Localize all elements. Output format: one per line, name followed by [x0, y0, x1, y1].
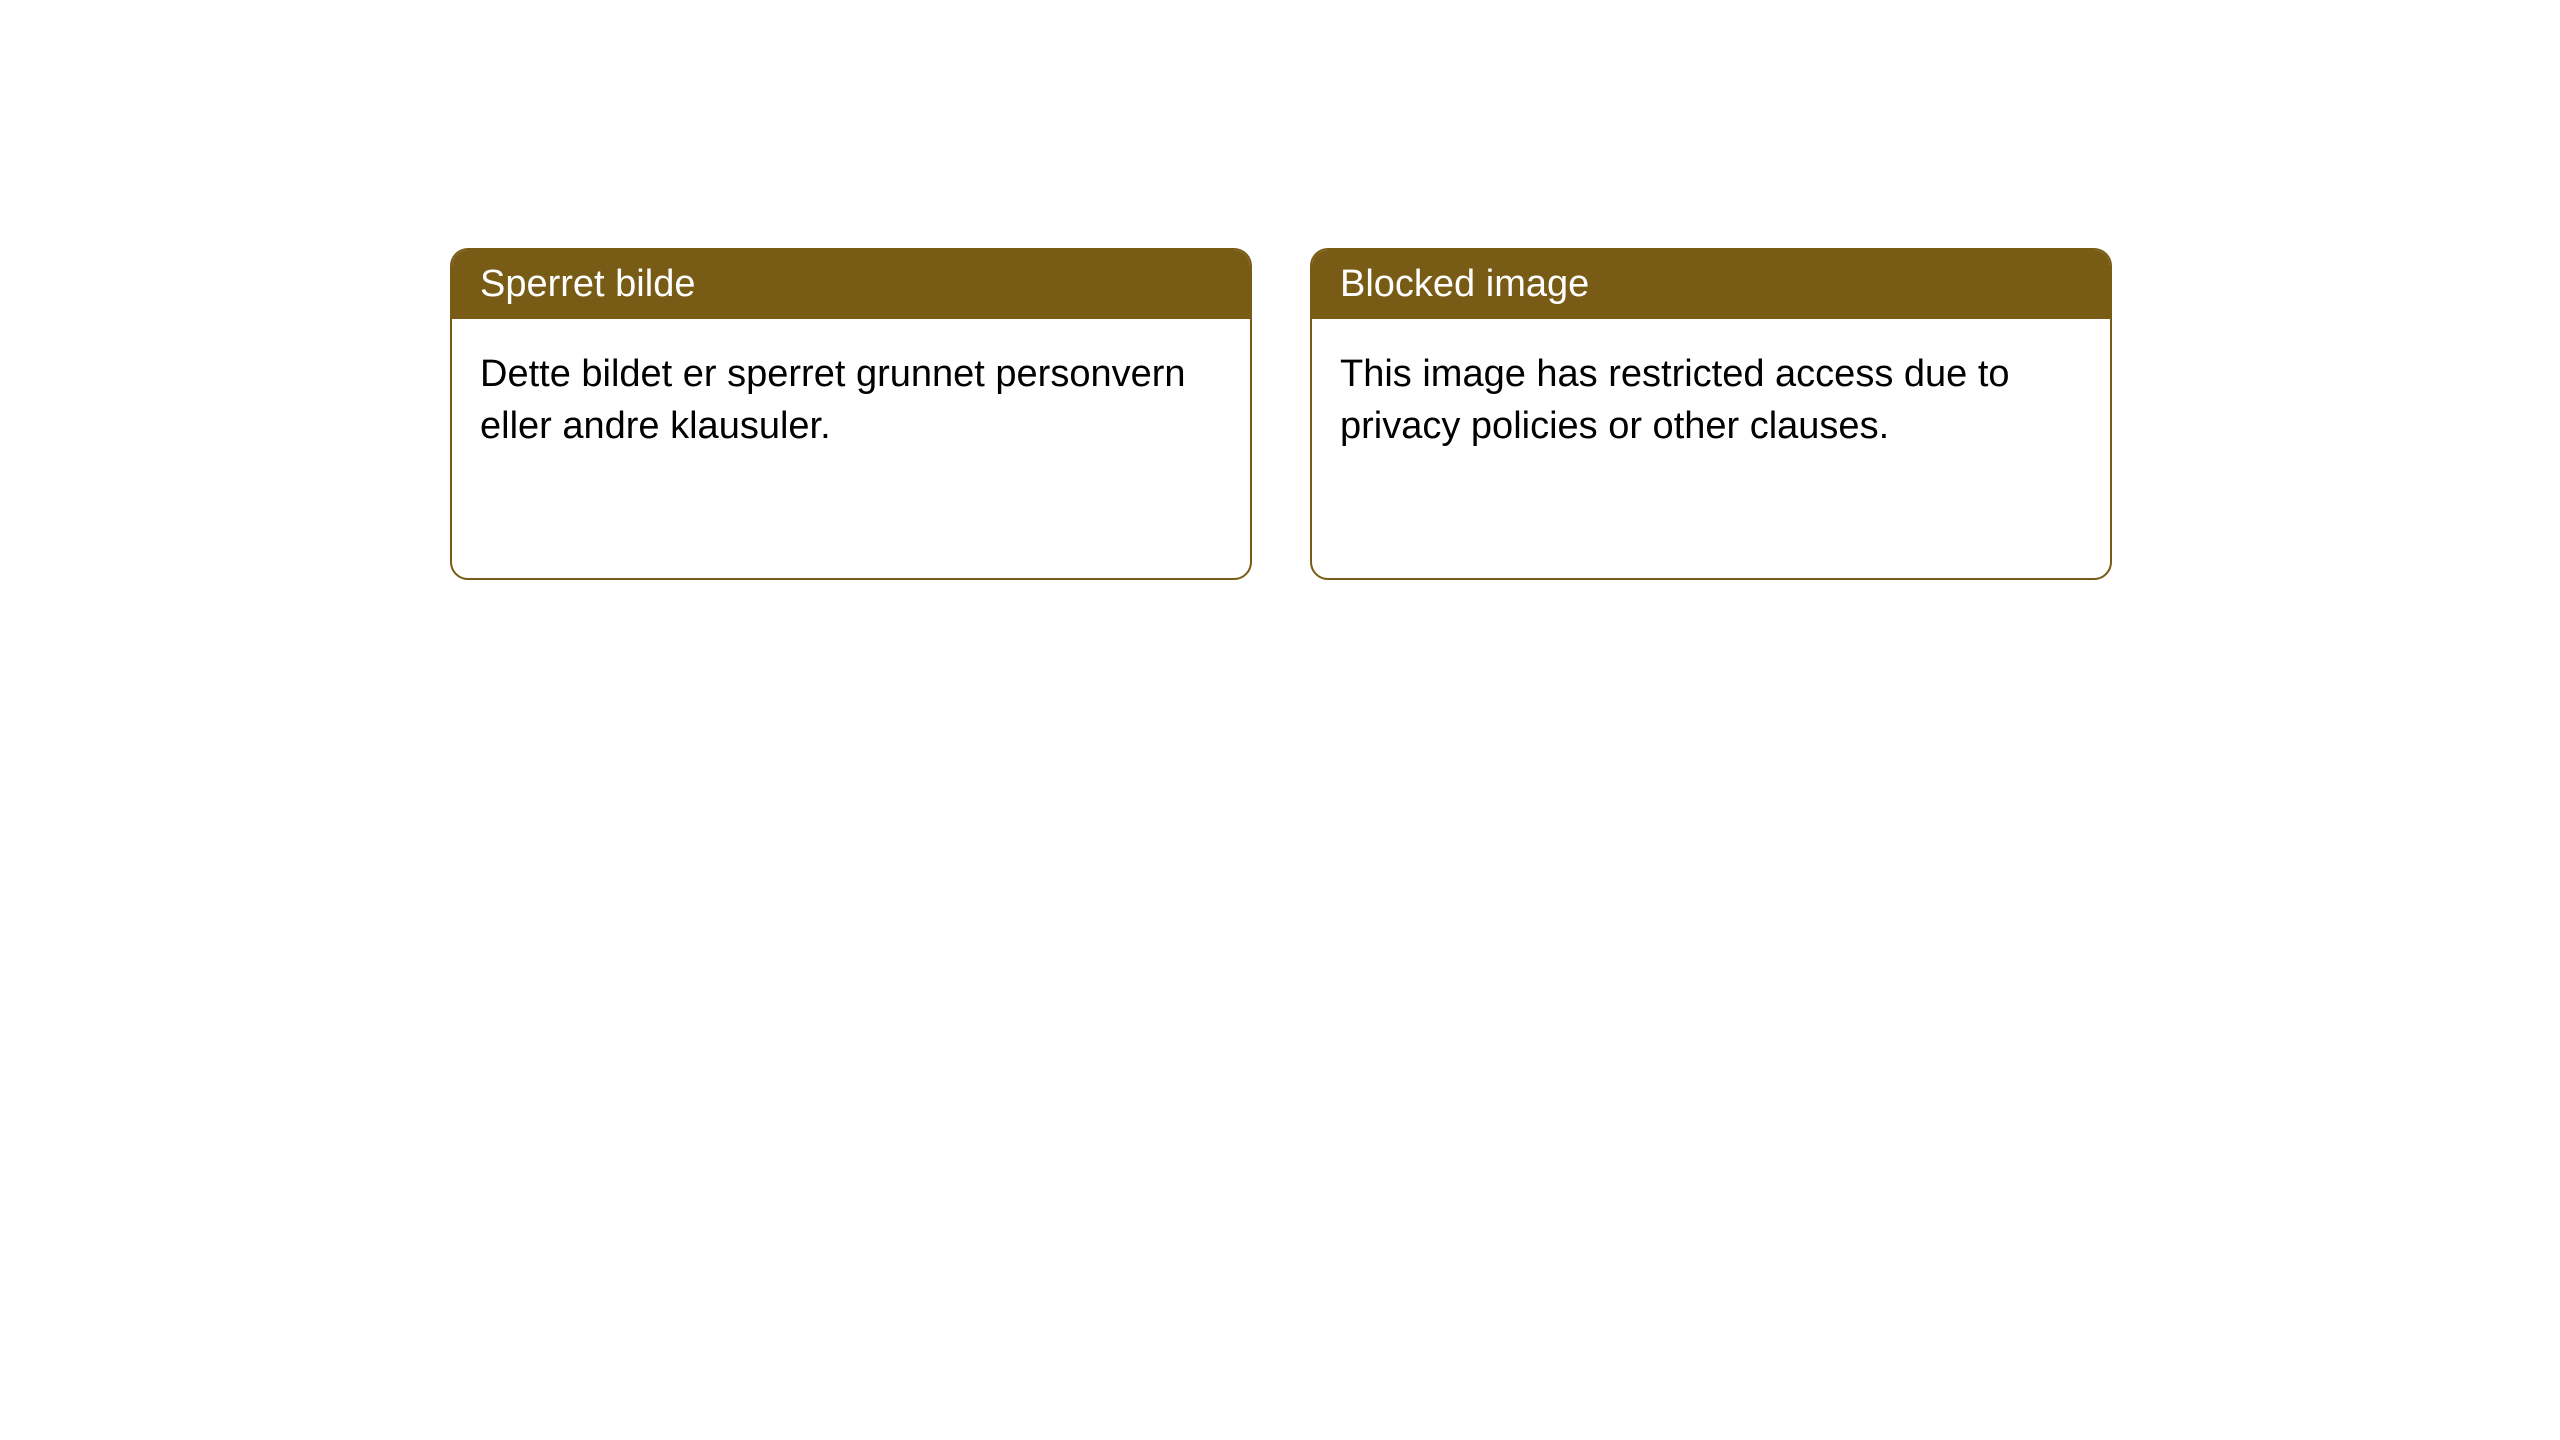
notice-container: Sperret bilde Dette bildet er sperret gr…	[450, 248, 2112, 580]
notice-title: Sperret bilde	[452, 250, 1250, 319]
notice-body: This image has restricted access due to …	[1312, 319, 2110, 482]
notice-card-english: Blocked image This image has restricted …	[1310, 248, 2112, 580]
notice-title: Blocked image	[1312, 250, 2110, 319]
notice-card-norwegian: Sperret bilde Dette bildet er sperret gr…	[450, 248, 1252, 580]
notice-body: Dette bildet er sperret grunnet personve…	[452, 319, 1250, 482]
